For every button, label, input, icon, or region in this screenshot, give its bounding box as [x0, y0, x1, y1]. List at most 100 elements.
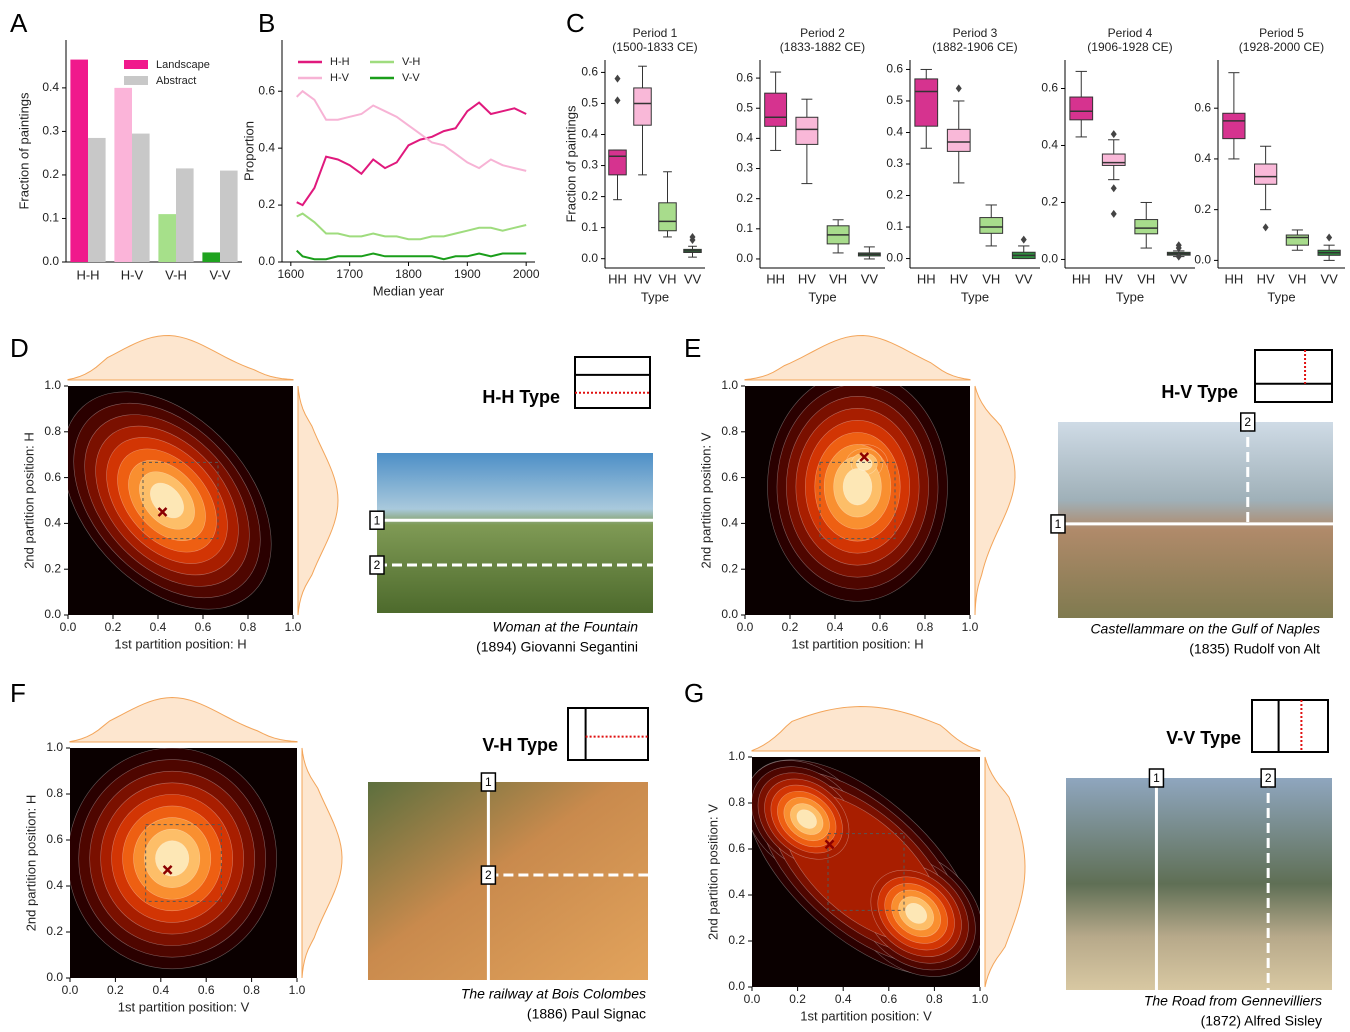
y-tick-label: 0.6 [46, 832, 63, 846]
y-tick-label: 0.3 [581, 158, 598, 172]
y-tick-label: 0.8 [44, 424, 61, 438]
bar [114, 87, 132, 262]
x-tick-label: 1700 [336, 267, 363, 281]
contour [796, 809, 817, 829]
x-tick-label: VV [1170, 271, 1188, 286]
box [1101, 153, 1126, 166]
x-tick-label: 1800 [395, 267, 422, 281]
box [1222, 112, 1246, 140]
x-tick-label: 0.6 [198, 983, 215, 997]
painting-title: Castellammare on the Gulf of Naples [1090, 621, 1320, 637]
y-tick-label: 0.6 [728, 841, 745, 855]
painting [1058, 422, 1333, 618]
density-contours [752, 759, 980, 977]
painting-title: The railway at Bois Colombes [461, 986, 646, 1002]
bar [202, 252, 220, 262]
type-label: H-V Type [1161, 382, 1238, 402]
y-axis-label: Fraction of paintings [16, 92, 31, 210]
box [795, 116, 819, 145]
x-tick-label: HH [608, 271, 627, 286]
x-tick-label: 1.0 [962, 620, 979, 634]
x-tick-label: VH [1288, 271, 1306, 286]
guide-lines [819, 461, 896, 540]
y-tick-label: 0.4 [736, 131, 753, 145]
x-tick-label: 0.4 [835, 992, 852, 1006]
y-tick-label: 0.0 [1194, 253, 1211, 267]
type-icon [567, 707, 649, 761]
legend-swatch [124, 76, 148, 85]
y-tick-label: 0.5 [736, 100, 753, 114]
y-tick-label: 0.0 [44, 607, 61, 621]
outlier [1020, 235, 1027, 244]
painting-caption: (1894) Giovanni Segantini [476, 639, 638, 655]
x-axis-label: 1st partition position: V [118, 999, 250, 1014]
type-label: V-H Type [482, 735, 558, 755]
y-axis-label: 2nd partition position: V [698, 432, 713, 568]
y-tick-label: 0.1 [736, 221, 753, 235]
marker-label: 2 [485, 868, 492, 882]
marginal-right [984, 756, 1026, 988]
x-tick-label: VH [829, 271, 847, 286]
chart-subtitle: (1882-1906 CE) [932, 40, 1017, 54]
x-axis-label: Type [961, 289, 989, 304]
y-tick-label: 1.0 [46, 740, 63, 754]
line-series [296, 212, 527, 241]
marker-box [369, 555, 385, 575]
x-axis-label: Type [808, 289, 836, 304]
panel-letter: A [10, 8, 28, 38]
marginal-top [744, 335, 971, 381]
painting [1066, 778, 1332, 990]
x-tick-label: HV [798, 271, 816, 286]
panel-letter: E [684, 333, 701, 363]
box [608, 149, 627, 176]
y-tick-label: 0.4 [581, 127, 598, 141]
y-tick-label: 0.0 [42, 254, 59, 268]
legend-label: H-V [330, 72, 350, 84]
x-tick-label: H-H [76, 267, 99, 282]
x-axis-label: Type [1116, 289, 1144, 304]
marker-box [1260, 768, 1276, 788]
x-tick-label: 0.2 [105, 620, 122, 634]
marginal-right [974, 385, 1016, 616]
y-tick-label: 0.6 [721, 470, 738, 484]
x-axis-label: Type [1267, 289, 1295, 304]
x-tick-label: 0.0 [737, 620, 754, 634]
contour [905, 902, 928, 924]
x-axis-label: Type [641, 289, 669, 304]
marginal-right [301, 747, 343, 979]
y-tick-label: 0.5 [581, 96, 598, 110]
legend-label: Landscape [156, 59, 210, 71]
y-tick-label: 1.0 [728, 749, 745, 763]
x-tick-label: VH [1137, 271, 1155, 286]
guide-lines [142, 461, 219, 540]
y-axis-label: Proportion [241, 121, 256, 181]
box [633, 87, 652, 126]
marker-box [1050, 514, 1066, 534]
outlier [1110, 130, 1117, 139]
y-tick-label: 0.1 [42, 211, 59, 225]
y-tick-label: 0.2 [258, 197, 275, 211]
y-tick-label: 0.0 [258, 254, 275, 268]
painting-title: Woman at the Fountain [492, 619, 638, 635]
x-tick-label: 0.8 [243, 983, 260, 997]
bar [70, 59, 88, 263]
painting-caption: (1835) Rudolf von Alt [1189, 641, 1320, 657]
y-tick-label: 0.2 [581, 189, 598, 203]
mean-marker [859, 452, 870, 462]
y-axis-label: 2nd partition position: H [21, 432, 36, 569]
y-tick-label: 0.4 [728, 887, 745, 901]
y-tick-label: 0.4 [42, 80, 59, 94]
x-tick-label: HV [1257, 271, 1275, 286]
line-series [296, 89, 527, 172]
line-series [296, 249, 527, 261]
y-tick-label: 0.4 [44, 516, 61, 530]
marker-box [1148, 768, 1165, 788]
chart-title: Period 4 [1108, 26, 1153, 40]
y-axis-label: Fraction of paintings [563, 105, 578, 223]
y-tick-label: 0.2 [886, 188, 903, 202]
density-contours [767, 386, 948, 602]
panel-letter: G [684, 678, 704, 708]
y-tick-label: 0.3 [42, 124, 59, 138]
panel-letter: F [10, 678, 26, 708]
